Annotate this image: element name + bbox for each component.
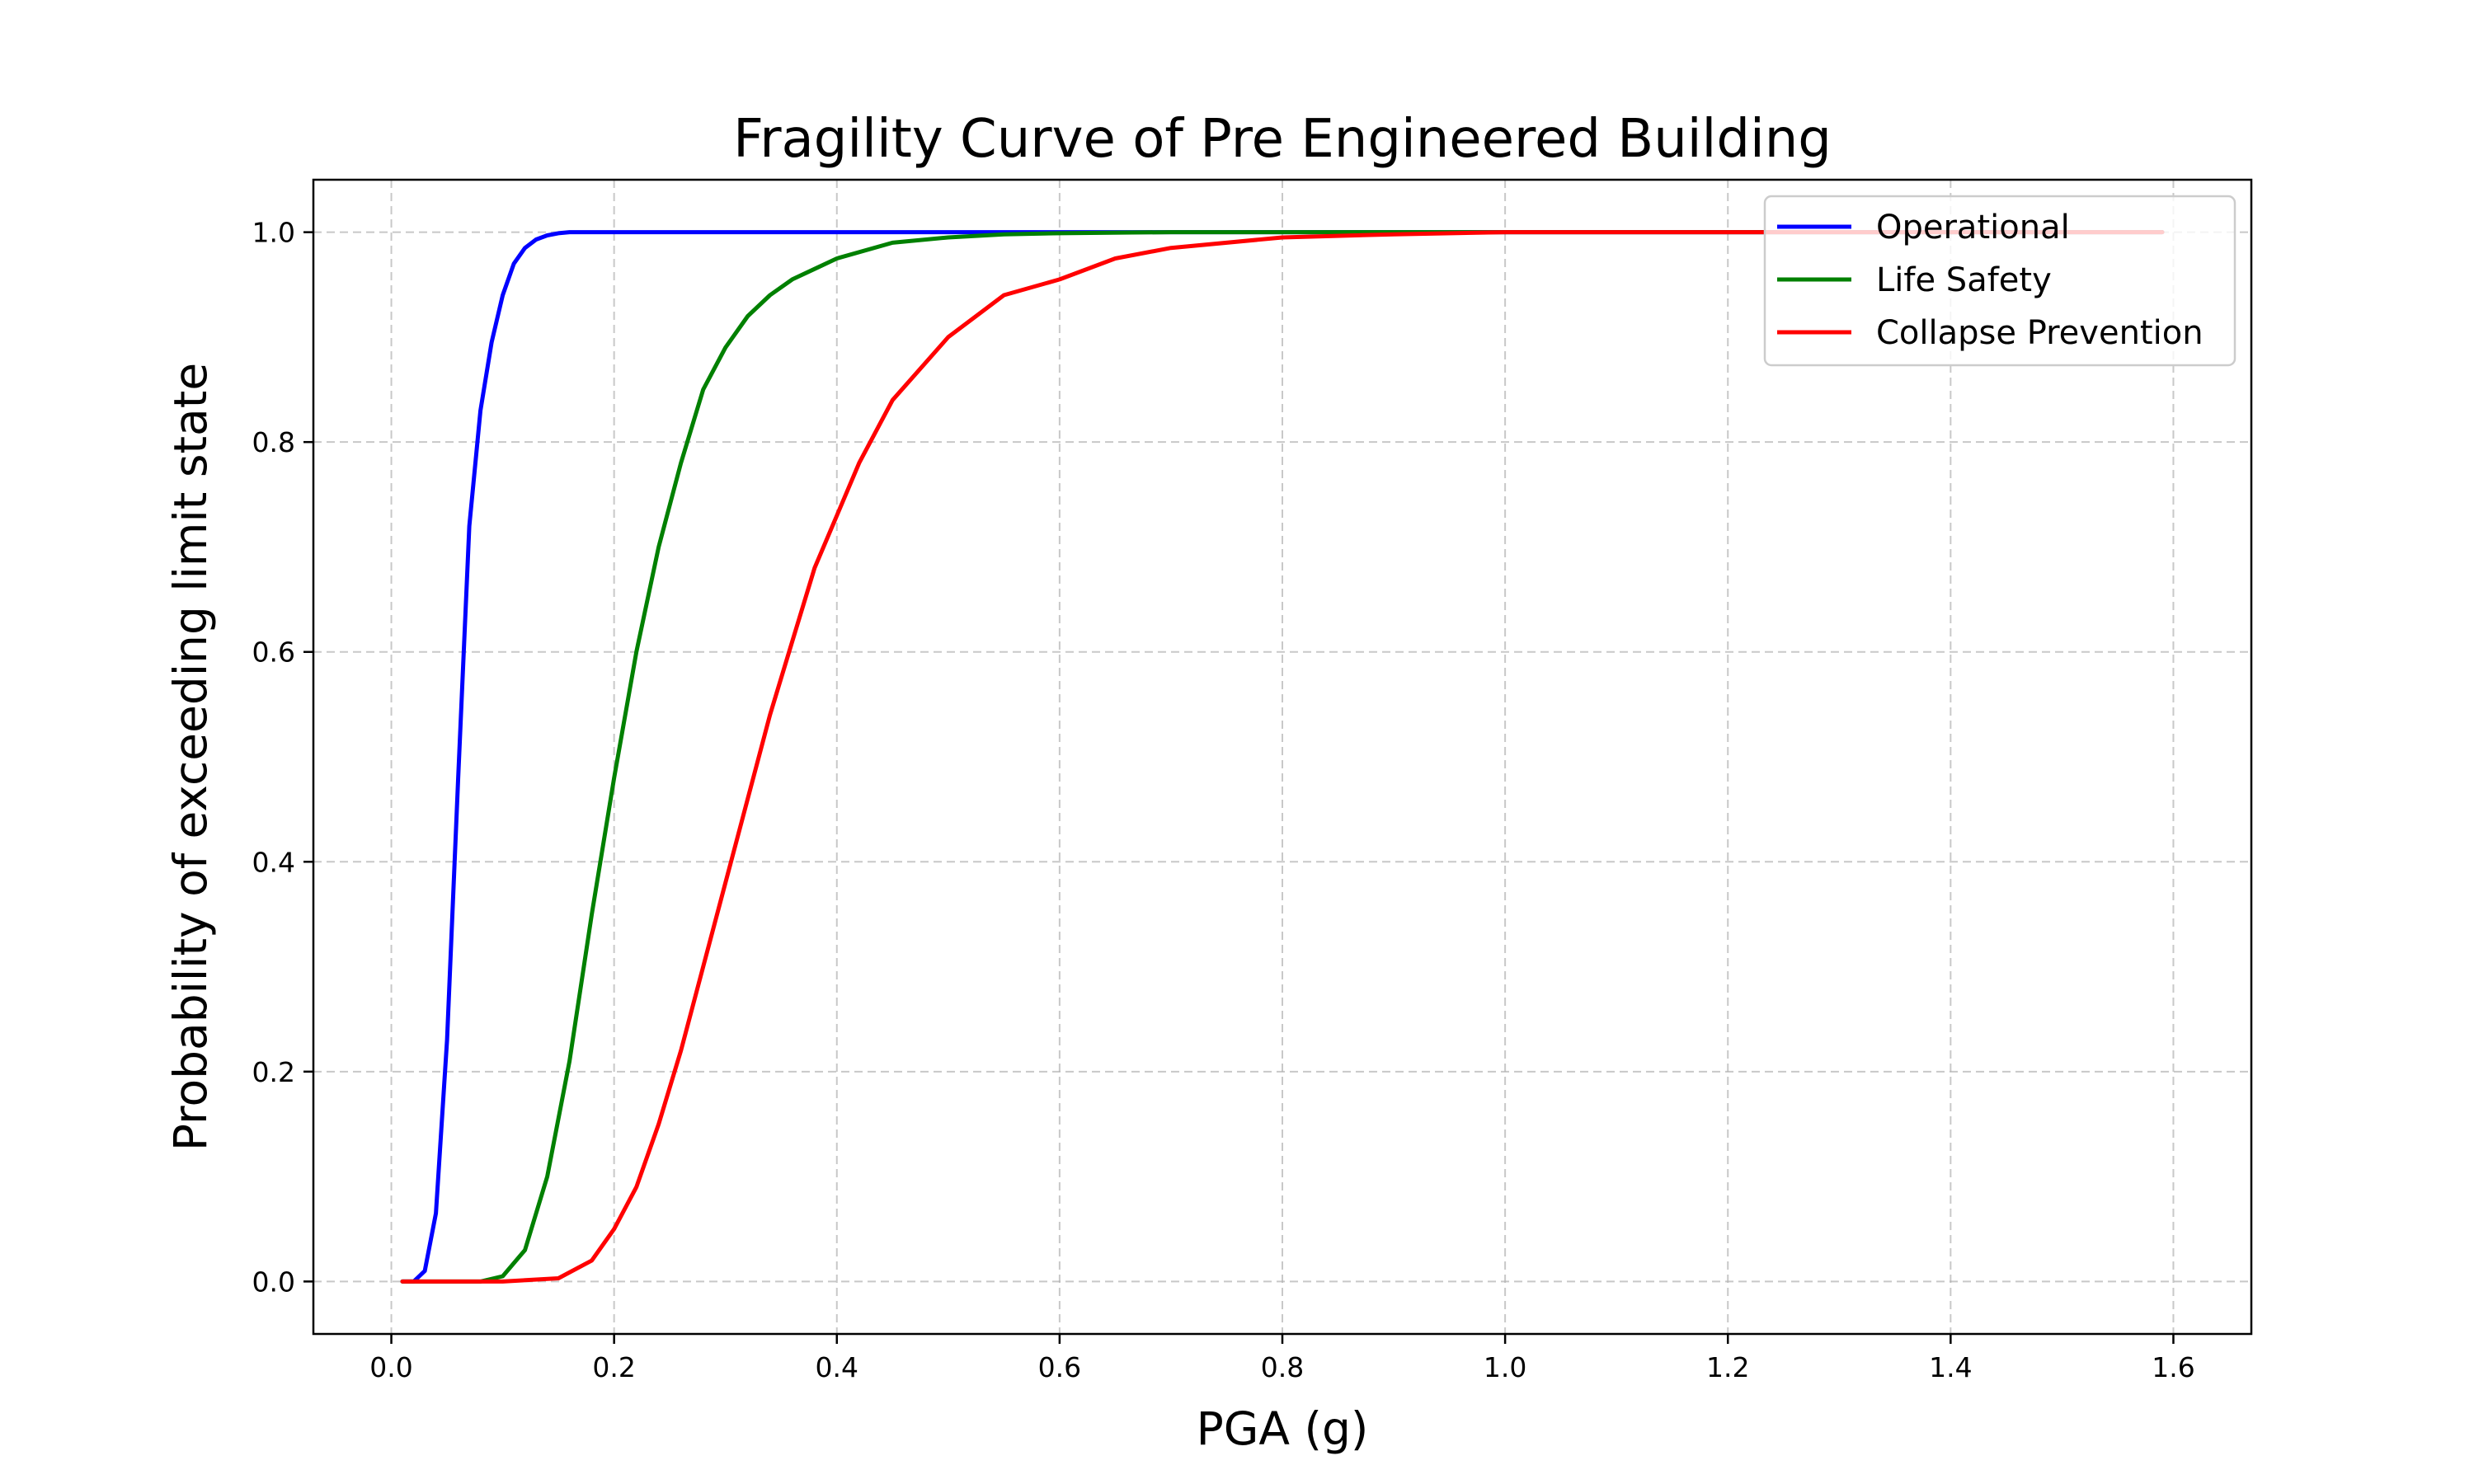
y-tick-label: 0.6 xyxy=(252,636,295,669)
chart-title: Fragility Curve of Pre Engineered Buildi… xyxy=(733,109,1832,170)
x-tick-label: 0.8 xyxy=(1261,1351,1304,1383)
y-tick-label: 0.2 xyxy=(252,1056,295,1088)
x-tick-label: 0.0 xyxy=(369,1351,412,1383)
x-tick-label: 0.4 xyxy=(816,1351,858,1383)
legend-label-operational: Operational xyxy=(1876,209,2070,247)
legend-label-collapse-prevention: Collapse Prevention xyxy=(1876,314,2204,352)
series-lines xyxy=(400,230,2165,1284)
y-axis-title: Probability of exceeding limit state xyxy=(164,363,217,1151)
y-tick-label: 0.4 xyxy=(252,846,295,878)
x-axis-title: PGA (g) xyxy=(1197,1402,1369,1455)
x-tick-label: 1.6 xyxy=(2152,1351,2194,1383)
series-line-collapse-prevention xyxy=(400,230,2165,1284)
y-tick-label: 0.8 xyxy=(252,426,295,458)
x-tick-label: 1.4 xyxy=(1929,1351,1972,1383)
x-tick-label: 0.6 xyxy=(1038,1351,1081,1383)
legend-label-life-safety: Life Safety xyxy=(1876,261,2052,299)
legend-box xyxy=(1763,195,2236,367)
x-tick-label: 1.0 xyxy=(1484,1351,1526,1383)
legend: Operational Life Safety Collapse Preventio… xyxy=(1763,195,2236,367)
x-tick-label: 0.2 xyxy=(592,1351,635,1383)
axis-ticks: 0.0 0.2 0.4 0.6 0.8 1.0 1.2 1.4 1.6 0.0 0.2 0.4 0.6 0… xyxy=(252,217,2195,1383)
series-line-life-safety xyxy=(400,230,2165,1284)
y-tick-label: 0.0 xyxy=(252,1266,295,1298)
x-tick-label: 1.2 xyxy=(1706,1351,1749,1383)
y-tick-label: 1.0 xyxy=(252,217,295,249)
